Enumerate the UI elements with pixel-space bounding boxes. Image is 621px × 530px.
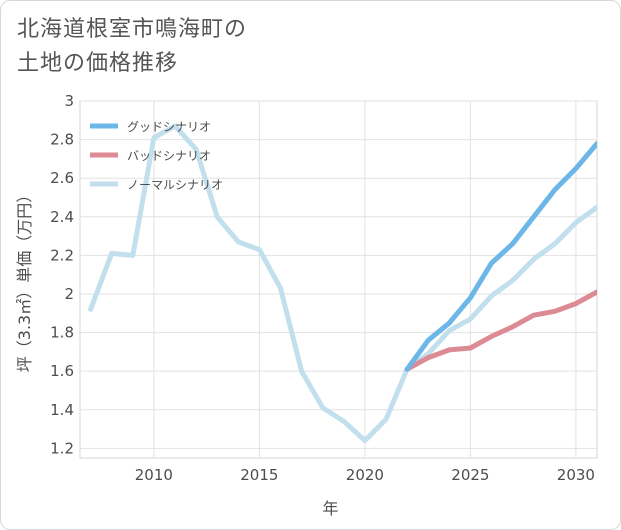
x-axis-title: 年 [322, 499, 338, 518]
y-tick-label: 1.4 [50, 401, 74, 419]
series-line-ノーマルシナリオ [88, 123, 597, 444]
x-tick-label: 2030 [557, 466, 595, 484]
legend-label: グッドシナリオ [127, 120, 211, 134]
x-tick-label: 2010 [135, 466, 173, 484]
title-line-1: 北海道根室市鳴海町の [17, 17, 248, 42]
y-tick-label: 1.8 [50, 324, 74, 342]
chart-title: 北海道根室市鳴海町の 土地の価格推移 [17, 13, 247, 81]
series-line-グッドシナリオ [404, 141, 597, 372]
title-line-2: 土地の価格推移 [17, 51, 179, 76]
legend-label: バッドシナリオ [127, 149, 211, 163]
y-axis-title: 坪（3.3㎡）単価（万円） [15, 187, 34, 372]
series-line-バッドシナリオ [404, 289, 597, 372]
y-tick-label: 1.6 [50, 362, 74, 380]
y-tick-label: 1.2 [50, 439, 74, 457]
y-tick-label: 3 [64, 92, 74, 110]
y-tick-label: 2 [64, 285, 74, 303]
legend-label: ノーマルシナリオ [127, 178, 223, 192]
y-tick-label: 2.2 [50, 246, 74, 264]
y-tick-label: 2.4 [50, 208, 74, 226]
x-tick-label: 2020 [346, 466, 384, 484]
y-tick-label: 2.8 [50, 131, 74, 149]
y-tick-label: 2.6 [50, 169, 74, 187]
x-tick-label: 2015 [240, 466, 278, 484]
x-tick-label: 2025 [451, 466, 489, 484]
